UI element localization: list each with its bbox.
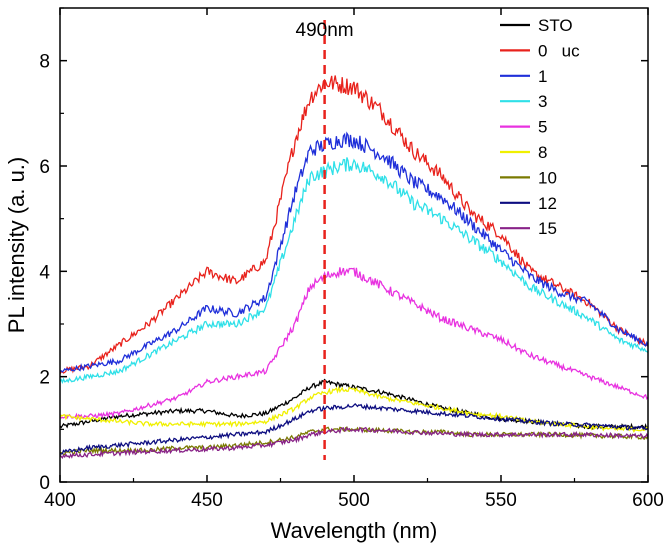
x-axis-title: Wavelength (nm) — [271, 518, 438, 543]
x-tick-label: 500 — [338, 490, 370, 511]
legend-label-2: 1 — [538, 67, 547, 86]
legend-label-6: 10 — [538, 168, 557, 187]
y-tick-label: 2 — [39, 368, 50, 389]
plot-frame — [59, 7, 649, 483]
series-line-8 — [59, 426, 649, 459]
y-tick-label: 4 — [39, 262, 50, 283]
legend-label-1: 0 uc — [538, 41, 580, 60]
y-tick-label: 0 — [39, 473, 50, 494]
series-line-4 — [59, 267, 649, 420]
legend-label-8: 15 — [538, 219, 557, 238]
legend-label-0: STO — [538, 16, 573, 35]
legend-label-5: 8 — [538, 143, 547, 162]
series-layer — [59, 75, 649, 459]
y-tick-label: 6 — [39, 157, 50, 178]
series-line-7 — [59, 402, 649, 455]
legend-label-4: 5 — [538, 118, 547, 137]
y-tick-label: 8 — [39, 52, 50, 73]
x-tick-label: 400 — [44, 490, 76, 511]
annotation-layer: 490nm — [296, 20, 354, 460]
legend-label-3: 3 — [538, 92, 547, 111]
y-axis-title: PL intensity (a. u.) — [4, 157, 29, 333]
series-line-3 — [59, 157, 649, 385]
annotation-label: 490nm — [296, 20, 354, 41]
x-tick-label: 600 — [632, 490, 664, 511]
x-tick-label: 450 — [191, 490, 223, 511]
axes-layer: 400 450 500 550 600 0 2 4 6 8 — [39, 7, 664, 511]
legend: STO 0 uc 1 3 5 8 10 12 15 — [500, 16, 580, 238]
x-tick-label: 550 — [485, 490, 517, 511]
legend-label-7: 12 — [538, 194, 557, 213]
series-line-2 — [59, 131, 649, 373]
series-line-1 — [59, 75, 649, 375]
